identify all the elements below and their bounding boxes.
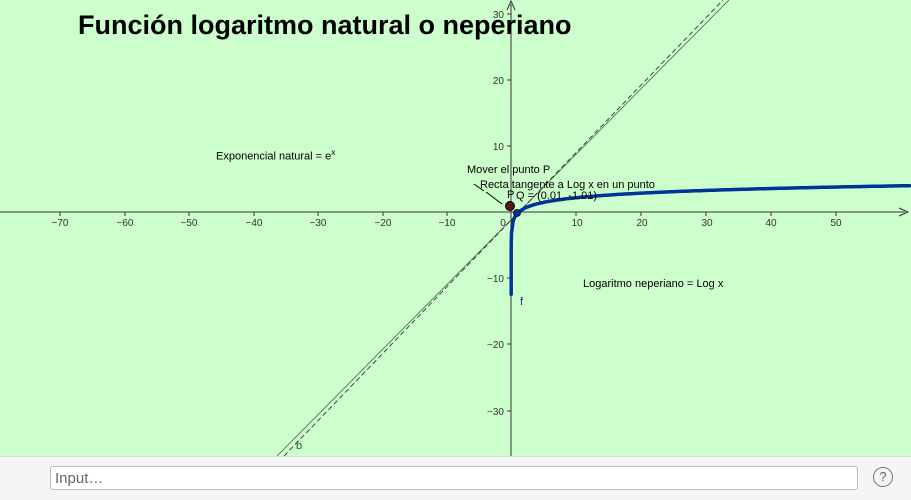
x-tick-label: −60 — [117, 218, 134, 229]
point-p-label: P — [507, 189, 515, 201]
input-bar — [0, 456, 911, 500]
x-tick-label: −70 — [52, 218, 69, 229]
coordinate-plane[interactable]: −70 −60 −50 −40 −30 −20 −10 0 10 20 30 4… — [0, 0, 911, 456]
x-tick-label: −10 — [439, 218, 456, 229]
x-tick-label: 40 — [765, 218, 777, 229]
label-pointer — [473, 183, 485, 192]
x-tick-label: −50 — [181, 218, 198, 229]
x-axis-arrow — [898, 207, 910, 217]
y-tick-label: 20 — [493, 76, 505, 87]
curve-f-label: f — [520, 296, 524, 308]
x-tick-label: 50 — [830, 218, 842, 229]
x-tick-label: −20 — [375, 218, 392, 229]
tangent-line-b — [283, 0, 724, 456]
x-tick-label: 10 — [571, 218, 583, 229]
y-tick-label: −20 — [487, 340, 504, 351]
y-tick-label: −10 — [487, 274, 504, 285]
x-tick-label: −30 — [310, 218, 327, 229]
y-tick-label: 30 — [493, 10, 505, 21]
x-tick-label: 0 — [500, 218, 506, 229]
line-b-label: b — [296, 440, 303, 452]
y-tick-label: −30 — [487, 407, 504, 418]
x-tick-label: 20 — [636, 218, 648, 229]
x-tick-label: 30 — [701, 218, 713, 229]
curve-f — [509, 183, 911, 297]
help-icon[interactable]: ? — [873, 467, 893, 487]
y-axis-ticks — [507, 13, 511, 412]
page-title: Función logaritmo natural o neperiano — [78, 10, 572, 40]
point-p[interactable] — [505, 201, 515, 211]
logarithm-label: Logaritmo neperiano = Log x — [583, 278, 724, 290]
exponential-label: Exponencial natural = ex — [216, 148, 336, 163]
graphics-view[interactable]: −70 −60 −50 −40 −30 −20 −10 0 10 20 30 4… — [0, 0, 911, 456]
y-tick-label: 10 — [493, 142, 505, 153]
point-q[interactable] — [513, 209, 521, 217]
point-q-label: Q = (0.01, -1.01) — [516, 190, 598, 202]
algebra-input-field[interactable] — [50, 466, 858, 490]
y-axis-arrow — [506, 0, 516, 11]
label-pointer — [485, 191, 503, 205]
move-point-label: Mover el punto P — [467, 164, 551, 176]
x-axis-ticks — [59, 212, 837, 216]
tangent-line-label: Recta tangente a Log x en un punto — [480, 179, 655, 191]
x-tick-label: −40 — [246, 218, 263, 229]
